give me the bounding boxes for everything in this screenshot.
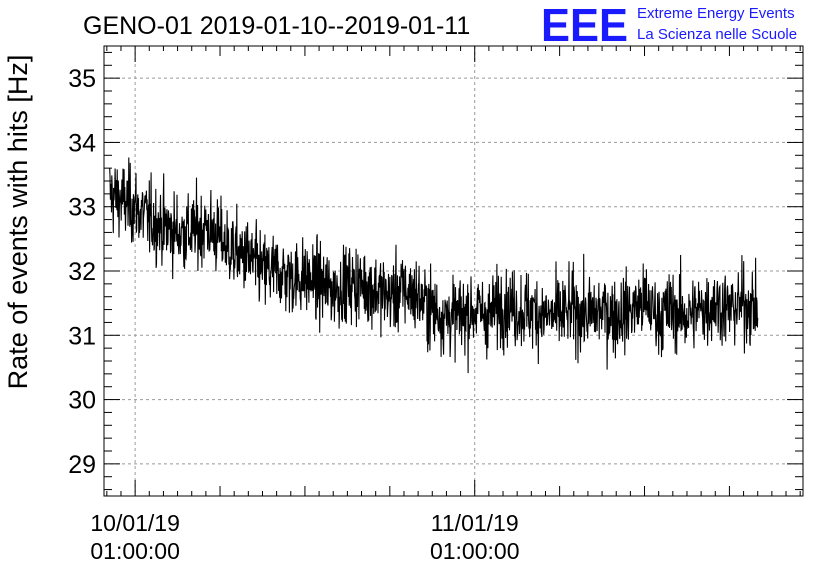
y-tick-label: 35: [68, 65, 96, 93]
y-tick-label: 32: [68, 258, 96, 286]
eee-logo-mark: EEE: [541, 0, 628, 51]
chart-title: GENO-01 2019-01-10--2019-01-11: [83, 12, 470, 40]
grid-layer: [104, 46, 803, 496]
x-tick-time-label: 01:00:00: [430, 538, 520, 564]
y-axis-label: Rate of events with hits [Hz]: [3, 55, 33, 390]
eee-logo-line2: La Scienza nelle Scuole: [637, 26, 797, 43]
eee-logo-line1: Extreme Energy Events: [637, 5, 795, 22]
eee-logo: EEE Extreme Energy Events La Scienza nel…: [541, 0, 797, 51]
axes-layer: 2930313233343510/01/1901:00:0011/01/1901…: [68, 46, 803, 564]
y-tick-label: 29: [68, 451, 96, 479]
rate-series-line: [109, 157, 759, 374]
x-tick-date-label: 10/01/19: [90, 510, 180, 536]
y-tick-label: 30: [68, 387, 96, 415]
y-tick-label: 34: [68, 129, 96, 157]
x-tick-time-label: 01:00:00: [90, 538, 180, 564]
x-tick-date-label: 11/01/19: [431, 510, 519, 536]
y-tick-label: 31: [68, 322, 96, 350]
y-tick-label: 33: [68, 194, 96, 222]
